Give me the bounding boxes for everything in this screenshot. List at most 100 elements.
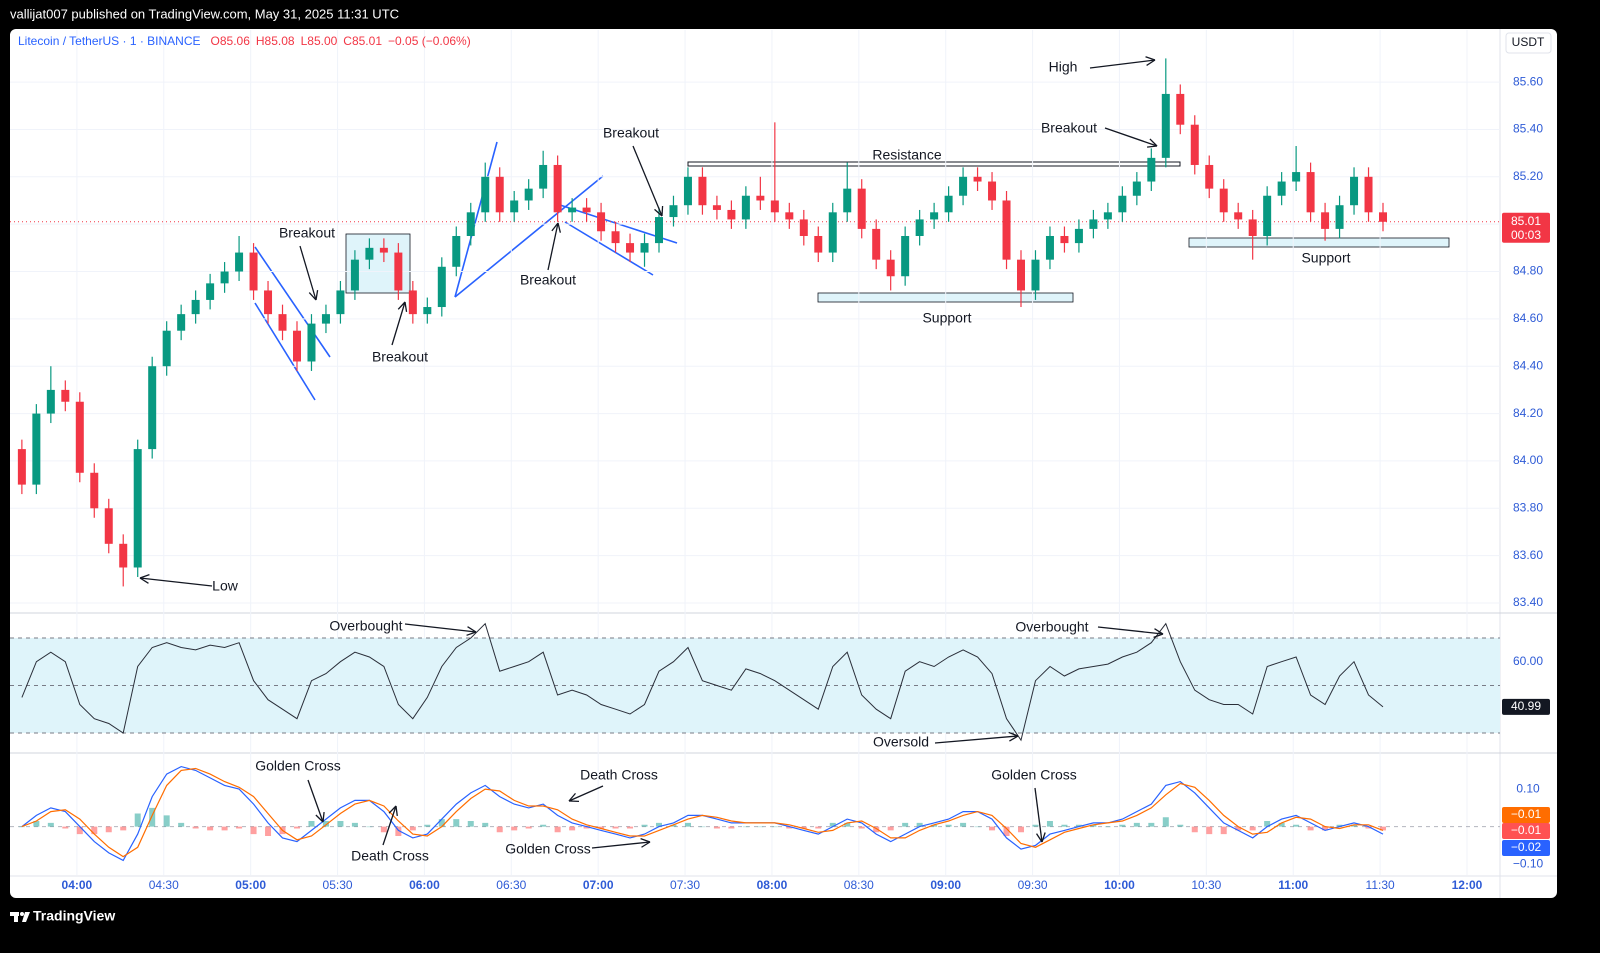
histogram-bar bbox=[467, 821, 474, 827]
histogram-bar bbox=[120, 826, 127, 831]
candle-body bbox=[1074, 228, 1083, 244]
x-tick-label: 04:00 bbox=[62, 878, 93, 892]
histogram-bar bbox=[366, 826, 373, 828]
candle-body bbox=[553, 164, 562, 213]
y-tick-label: 85.20 bbox=[1513, 169, 1543, 183]
histogram-bar bbox=[945, 824, 952, 827]
histogram-bar bbox=[989, 826, 996, 831]
last-value-label: −0.01 bbox=[1511, 823, 1542, 837]
histogram-bar bbox=[1119, 824, 1126, 827]
candle-body bbox=[915, 219, 924, 236]
histogram-bar bbox=[1336, 824, 1343, 827]
histogram-bar bbox=[641, 824, 648, 827]
y-tick-label: 84.80 bbox=[1513, 264, 1543, 278]
arrow-head bbox=[322, 811, 325, 823]
histogram-bar bbox=[598, 826, 605, 829]
histogram-bar bbox=[1090, 824, 1097, 827]
candle-body bbox=[930, 212, 939, 220]
candle-body bbox=[712, 205, 721, 210]
legend-value: L85.00 bbox=[301, 34, 338, 48]
histogram-bar bbox=[786, 826, 793, 829]
candle-body bbox=[611, 231, 620, 244]
arrow-head bbox=[139, 574, 150, 579]
x-tick-label: 08:30 bbox=[844, 878, 874, 892]
candle-body bbox=[828, 212, 837, 253]
histogram-bar bbox=[424, 824, 431, 827]
candle-body bbox=[321, 314, 330, 324]
histogram-bar bbox=[1235, 826, 1242, 831]
candle-body bbox=[843, 188, 852, 213]
histogram-bar bbox=[1032, 824, 1039, 827]
arrow-head bbox=[654, 208, 663, 217]
histogram-bar bbox=[322, 821, 329, 827]
histogram-bar bbox=[1206, 826, 1213, 835]
y-tick-label: 85.40 bbox=[1513, 122, 1543, 136]
histogram-bar bbox=[655, 822, 662, 827]
annotation: Breakout bbox=[279, 225, 335, 241]
arrow-head bbox=[1035, 833, 1043, 843]
histogram-bar bbox=[163, 815, 170, 827]
logo-part bbox=[14, 912, 18, 922]
histogram-bar bbox=[380, 826, 387, 833]
candle-body bbox=[235, 252, 244, 272]
candle-body bbox=[408, 290, 417, 315]
arrow-head bbox=[466, 631, 477, 636]
arrow bbox=[404, 623, 477, 633]
arrow-head bbox=[1146, 145, 1158, 148]
logo-part bbox=[20, 912, 24, 916]
candle-body bbox=[539, 164, 548, 189]
candle-body bbox=[264, 290, 273, 315]
histogram-bar bbox=[337, 821, 344, 827]
y-tick-label: 84.00 bbox=[1513, 453, 1543, 467]
histogram-bar bbox=[1249, 826, 1256, 831]
candle-body bbox=[1147, 157, 1156, 182]
annotation: Breakout bbox=[603, 125, 659, 141]
candle-body bbox=[75, 401, 84, 473]
histogram-bar bbox=[482, 822, 489, 827]
histogram-bar bbox=[409, 826, 416, 831]
candle-body bbox=[698, 176, 707, 206]
y-tick-label: 60.00 bbox=[1513, 654, 1543, 668]
candle-body bbox=[582, 207, 591, 213]
histogram-bar bbox=[554, 826, 561, 833]
histogram-bar bbox=[1322, 826, 1329, 831]
candle-body bbox=[1002, 200, 1011, 260]
histogram-bar bbox=[771, 826, 778, 828]
x-tick-label: 06:00 bbox=[409, 878, 440, 892]
arrow bbox=[934, 735, 1019, 744]
candle-body bbox=[756, 195, 765, 201]
countdown: 00:03 bbox=[1511, 228, 1541, 242]
arrow-head bbox=[640, 837, 651, 843]
histogram-bar bbox=[1380, 826, 1387, 831]
candle-body bbox=[61, 389, 70, 402]
candle-body bbox=[1176, 93, 1185, 125]
candle-body bbox=[1031, 259, 1040, 291]
candle-body bbox=[191, 299, 200, 315]
histogram-bar bbox=[1061, 824, 1068, 827]
histogram-bar bbox=[178, 822, 185, 827]
legend-value: −0.05 (−0.06%) bbox=[388, 34, 471, 48]
histogram-bar bbox=[33, 821, 40, 827]
candle-body bbox=[1205, 164, 1214, 189]
histogram-bar bbox=[308, 821, 315, 827]
candle-body bbox=[1350, 176, 1359, 206]
arrow bbox=[299, 245, 317, 301]
histogram-bar bbox=[265, 826, 272, 836]
arrow bbox=[568, 785, 604, 802]
candle-body bbox=[495, 176, 504, 213]
annotations: High Breakout Breakout Resistance Breakout Br… bbox=[139, 56, 1351, 864]
histogram-bar bbox=[916, 822, 923, 827]
candle-body bbox=[1103, 212, 1112, 220]
candle-body bbox=[1292, 172, 1301, 182]
candle-body bbox=[944, 195, 953, 213]
candle-body bbox=[1277, 181, 1286, 196]
x-tick-label: 05:00 bbox=[235, 878, 266, 892]
candle-body bbox=[669, 205, 678, 218]
candle-body bbox=[1364, 176, 1373, 213]
arrow-head bbox=[315, 290, 319, 301]
x-tick-label: 05:30 bbox=[323, 878, 353, 892]
histogram-bar bbox=[105, 826, 112, 833]
legend-value: C85.01 bbox=[343, 34, 382, 48]
histogram-bar bbox=[902, 822, 909, 827]
annotation: Golden Cross bbox=[255, 758, 341, 774]
